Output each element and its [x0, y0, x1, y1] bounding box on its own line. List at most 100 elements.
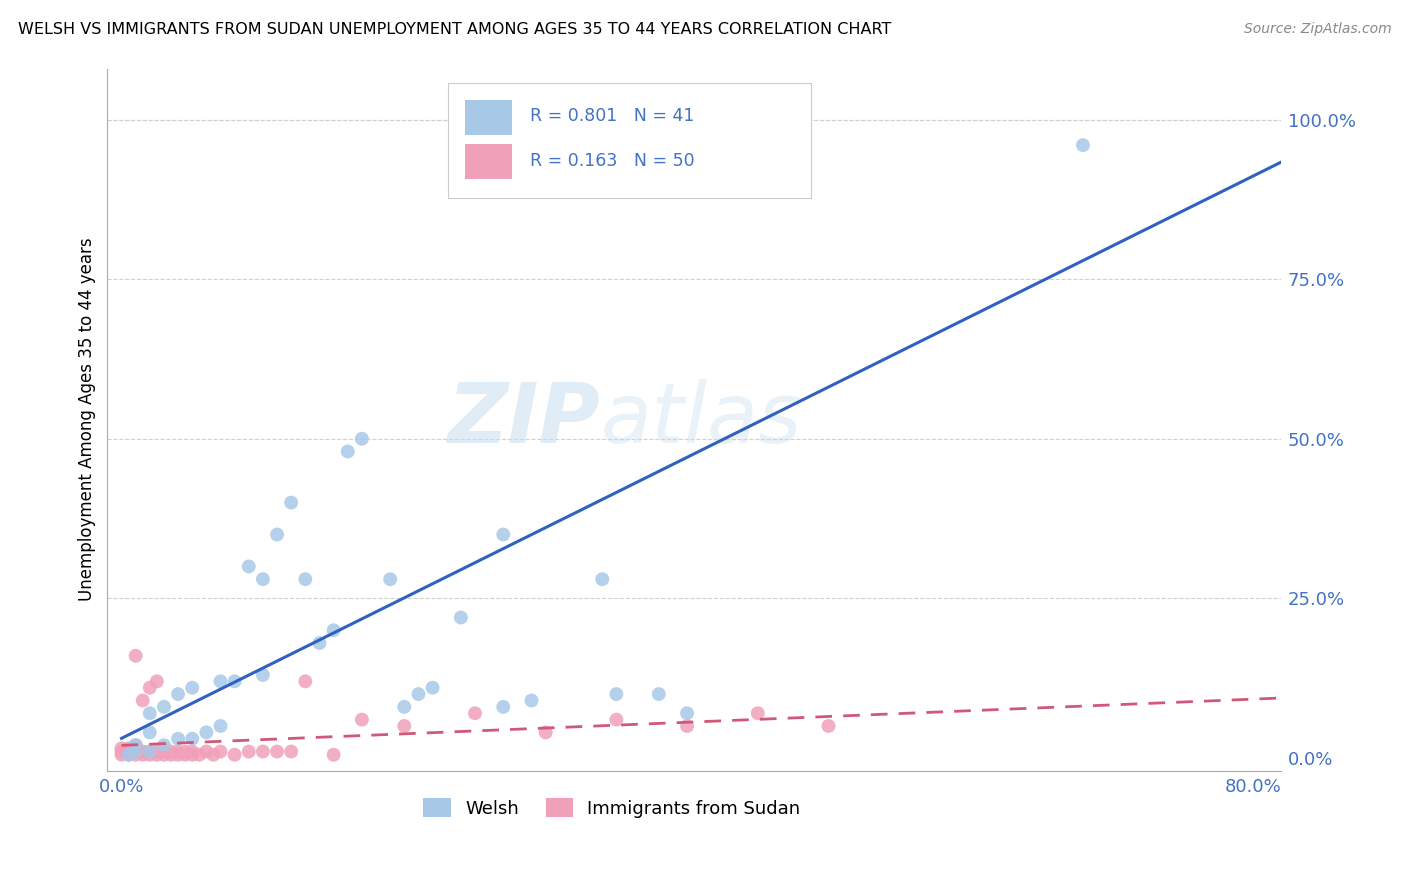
Bar: [465, 145, 512, 179]
Point: [124, 648, 146, 663]
Point: [153, 738, 176, 752]
Point: [202, 747, 225, 762]
Text: R = 0.801   N = 41: R = 0.801 N = 41: [530, 107, 695, 125]
Point: [110, 747, 132, 762]
Point: [167, 745, 190, 759]
Point: [153, 741, 176, 756]
Point: [160, 745, 183, 759]
Point: [167, 747, 190, 762]
Point: [394, 699, 416, 714]
Point: [188, 747, 211, 762]
Point: [139, 745, 162, 759]
Point: [160, 747, 183, 762]
Point: [117, 747, 139, 762]
Text: Source: ZipAtlas.com: Source: ZipAtlas.com: [1244, 22, 1392, 37]
Point: [322, 747, 344, 762]
Text: WELSH VS IMMIGRANTS FROM SUDAN UNEMPLOYMENT AMONG AGES 35 TO 44 YEARS CORRELATIO: WELSH VS IMMIGRANTS FROM SUDAN UNEMPLOYM…: [18, 22, 891, 37]
Point: [224, 747, 246, 762]
Point: [747, 706, 769, 721]
Point: [266, 527, 288, 541]
Point: [124, 747, 146, 762]
Point: [209, 745, 232, 759]
Point: [110, 745, 132, 759]
Point: [117, 745, 139, 759]
Point: [139, 747, 162, 762]
Point: [238, 559, 260, 574]
Point: [408, 687, 430, 701]
Point: [350, 713, 373, 727]
Point: [209, 719, 232, 733]
Point: [132, 693, 155, 707]
Point: [252, 745, 274, 759]
Point: [450, 610, 472, 624]
Point: [124, 745, 146, 759]
Point: [181, 747, 204, 762]
Point: [124, 741, 146, 756]
Point: [591, 572, 613, 586]
Text: atlas: atlas: [600, 379, 801, 460]
Point: [124, 738, 146, 752]
Point: [350, 432, 373, 446]
Point: [336, 444, 359, 458]
Point: [492, 527, 515, 541]
Point: [676, 706, 699, 721]
Point: [605, 687, 627, 701]
Legend: Welsh, Immigrants from Sudan: Welsh, Immigrants from Sudan: [416, 791, 807, 825]
Point: [146, 747, 169, 762]
Point: [817, 719, 839, 733]
Point: [252, 668, 274, 682]
Point: [139, 681, 162, 695]
Point: [605, 713, 627, 727]
Point: [266, 745, 288, 759]
Bar: [465, 100, 512, 136]
Point: [252, 572, 274, 586]
Point: [139, 706, 162, 721]
Point: [280, 495, 302, 509]
Point: [718, 119, 741, 133]
Point: [110, 741, 132, 756]
Point: [132, 747, 155, 762]
Point: [1071, 138, 1094, 153]
Point: [181, 745, 204, 759]
Point: [520, 693, 543, 707]
Point: [153, 745, 176, 759]
Point: [322, 624, 344, 638]
Point: [676, 719, 699, 733]
Point: [167, 687, 190, 701]
Point: [534, 725, 557, 739]
Point: [167, 731, 190, 746]
Text: ZIP: ZIP: [447, 379, 600, 460]
Point: [308, 636, 330, 650]
Point: [153, 747, 176, 762]
Point: [224, 674, 246, 689]
Point: [124, 745, 146, 759]
Text: R = 0.163   N = 50: R = 0.163 N = 50: [530, 153, 695, 170]
Point: [146, 674, 169, 689]
Point: [464, 706, 486, 721]
Point: [294, 572, 316, 586]
Point: [139, 725, 162, 739]
Point: [146, 745, 169, 759]
Point: [422, 681, 444, 695]
Point: [124, 738, 146, 752]
Point: [394, 719, 416, 733]
FancyBboxPatch shape: [447, 83, 811, 198]
Y-axis label: Unemployment Among Ages 35 to 44 years: Unemployment Among Ages 35 to 44 years: [79, 238, 96, 601]
Point: [181, 731, 204, 746]
Point: [195, 725, 218, 739]
Point: [280, 745, 302, 759]
Point: [132, 745, 155, 759]
Point: [174, 745, 197, 759]
Point: [209, 674, 232, 689]
Point: [378, 572, 401, 586]
Point: [153, 699, 176, 714]
Point: [174, 747, 197, 762]
Point: [181, 681, 204, 695]
Point: [492, 699, 515, 714]
Point: [117, 747, 139, 762]
Point: [648, 687, 671, 701]
Point: [294, 674, 316, 689]
Point: [117, 741, 139, 756]
Point: [139, 745, 162, 759]
Point: [238, 745, 260, 759]
